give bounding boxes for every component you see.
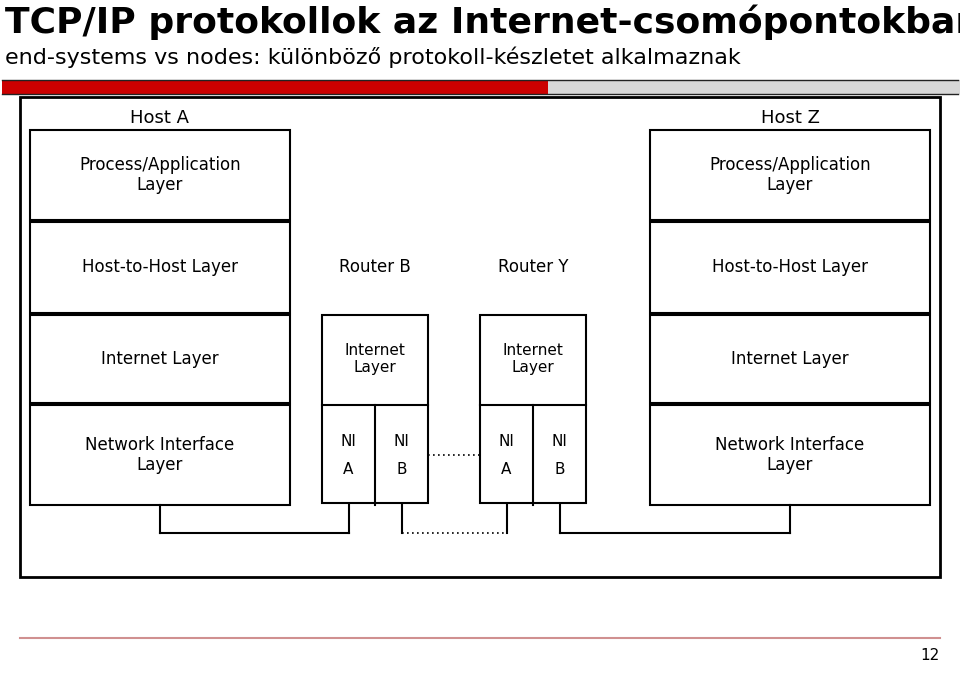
Bar	[650, 405, 930, 505]
Text: Host-to-Host Layer: Host-to-Host Layer	[712, 258, 868, 277]
Bar	[322, 315, 428, 503]
Bar	[30, 130, 290, 220]
Text: 12: 12	[921, 647, 940, 662]
Text: Network Interface
Layer: Network Interface Layer	[85, 436, 234, 475]
Text: A: A	[344, 462, 353, 477]
Bar	[548, 80, 960, 94]
Text: NI: NI	[341, 434, 356, 449]
Bar	[30, 315, 290, 403]
Bar	[650, 130, 930, 220]
Text: Process/Application
Layer: Process/Application Layer	[79, 156, 241, 194]
Bar	[2, 80, 548, 94]
Text: NI: NI	[394, 434, 409, 449]
Text: NI: NI	[498, 434, 515, 449]
Bar	[20, 97, 940, 577]
Bar	[480, 315, 586, 503]
Text: Network Interface
Layer: Network Interface Layer	[715, 436, 865, 475]
Bar	[30, 222, 290, 313]
Text: Internet Layer: Internet Layer	[101, 350, 219, 368]
Bar	[650, 222, 930, 313]
Bar	[30, 405, 290, 505]
Text: Internet
Layer: Internet Layer	[503, 343, 564, 375]
Text: Host-to-Host Layer: Host-to-Host Layer	[82, 258, 238, 277]
Text: TCP/IP protokollok az Internet-csomópontokban: TCP/IP protokollok az Internet-csomópont…	[5, 4, 960, 39]
Text: Internet Layer: Internet Layer	[732, 350, 849, 368]
Text: Host Z: Host Z	[760, 109, 820, 127]
Text: Process/Application
Layer: Process/Application Layer	[709, 156, 871, 194]
Text: Host A: Host A	[131, 109, 189, 127]
Text: Router B: Router B	[339, 258, 411, 277]
Text: Internet
Layer: Internet Layer	[345, 343, 405, 375]
Text: NI: NI	[552, 434, 567, 449]
Bar	[650, 315, 930, 403]
Text: B: B	[396, 462, 407, 477]
Text: B: B	[554, 462, 564, 477]
Text: A: A	[501, 462, 512, 477]
Text: end-systems vs nodes: különböző protokoll-készletet alkalmaznak: end-systems vs nodes: különböző protokol…	[5, 46, 741, 68]
Text: Router Y: Router Y	[497, 258, 568, 277]
